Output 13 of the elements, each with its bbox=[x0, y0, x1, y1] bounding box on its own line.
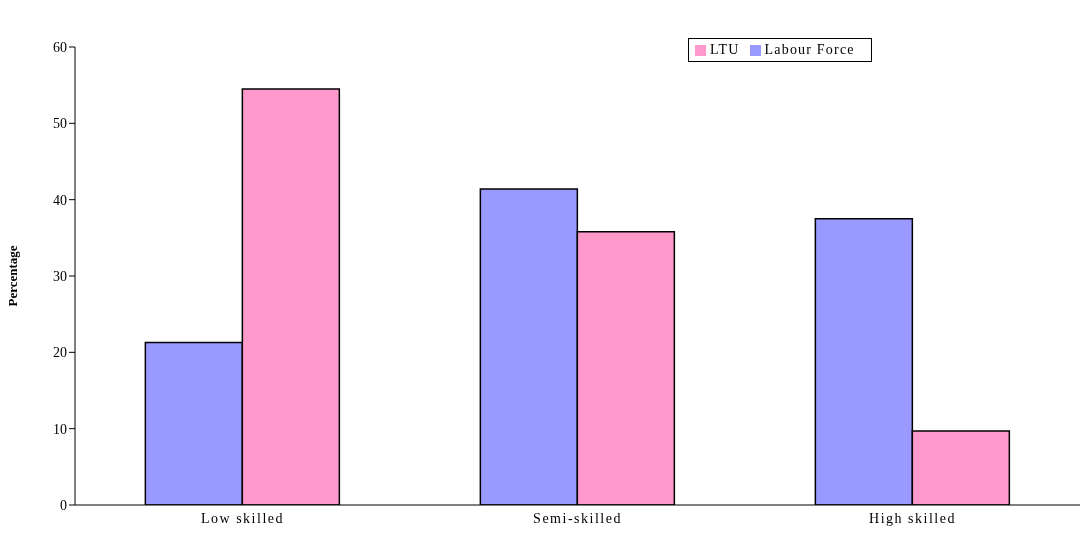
y-axis-title: Percentage bbox=[4, 245, 20, 307]
y-tick-label: 40 bbox=[53, 192, 67, 208]
legend-label: LTU bbox=[710, 42, 740, 57]
x-tick-label: High skilled bbox=[869, 510, 956, 526]
y-tick-label: 30 bbox=[53, 268, 67, 284]
y-tick-label: 60 bbox=[53, 39, 67, 55]
y-tick-label: 0 bbox=[60, 497, 67, 513]
y-tick-label: 50 bbox=[53, 116, 67, 132]
y-tick-label: 10 bbox=[53, 421, 67, 437]
x-tick-label: Semi-skilled bbox=[533, 510, 622, 526]
x-tick-label: Low skilled bbox=[201, 510, 284, 526]
legend-label: Labour Force bbox=[764, 42, 855, 57]
y-tick-label: 20 bbox=[53, 345, 67, 361]
